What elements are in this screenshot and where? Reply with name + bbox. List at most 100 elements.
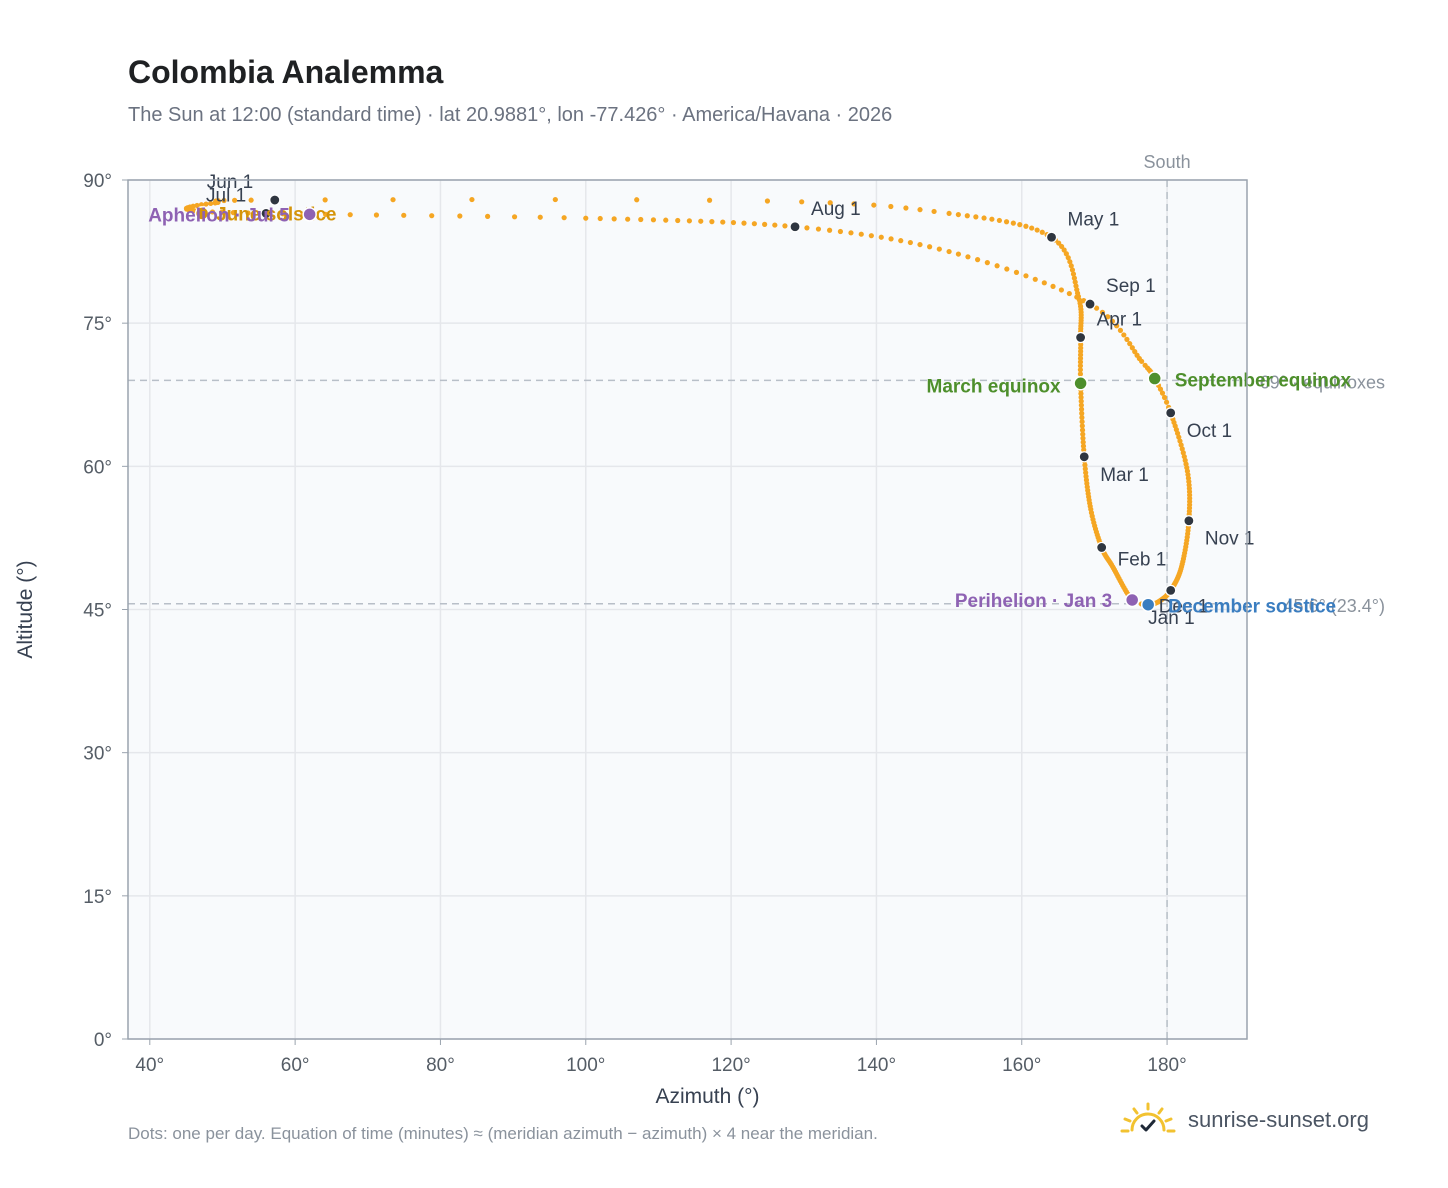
daily-sun-dot xyxy=(1017,222,1023,228)
reference-label-horizontal: 69° · equinoxes xyxy=(1260,372,1385,392)
daily-sun-dot xyxy=(1080,439,1086,445)
reference-label-horizontal: 45.6° (23.4°) xyxy=(1284,596,1385,616)
daily-sun-dot xyxy=(1079,410,1085,416)
daily-sun-dot xyxy=(1066,290,1072,297)
daily-sun-dot xyxy=(537,214,543,220)
daily-sun-dot xyxy=(511,214,518,220)
month-marker-dot xyxy=(1096,541,1108,554)
daily-sun-dot xyxy=(965,254,971,260)
daily-sun-dot xyxy=(1078,394,1084,400)
y-tick-label: 90° xyxy=(83,171,112,192)
daily-sun-dot xyxy=(1163,399,1170,405)
month-label: Aug 1 xyxy=(811,199,861,220)
brand-name[interactable]: sunrise-sunset.org xyxy=(1188,1107,1369,1132)
daily-sun-dot xyxy=(955,251,962,257)
daily-sun-dot xyxy=(1157,386,1164,392)
daily-sun-dot xyxy=(675,217,681,224)
x-axis-label: Azimuth (°) xyxy=(655,1085,759,1108)
y-tick-label: 75° xyxy=(83,314,112,335)
daily-sun-dot xyxy=(1056,240,1062,246)
month-label: Apr 1 xyxy=(1097,309,1142,330)
month-label: Mar 1 xyxy=(1100,465,1149,486)
daily-sun-dot xyxy=(638,216,644,223)
daily-sun-dot xyxy=(219,209,225,215)
daily-sun-dot xyxy=(936,246,942,252)
y-tick-label: 45° xyxy=(83,601,112,622)
daily-sun-dot xyxy=(1079,423,1085,429)
daily-sun-dot xyxy=(322,211,329,217)
x-tick-label: 120° xyxy=(711,1055,750,1076)
daily-sun-dot xyxy=(1078,402,1084,408)
daily-sun-dot xyxy=(706,197,713,203)
month-label: Jun 1 xyxy=(207,172,253,193)
daily-sun-dot xyxy=(772,222,778,228)
daily-sun-dot xyxy=(1023,223,1029,229)
daily-sun-dot xyxy=(858,231,864,237)
event-marker-dot xyxy=(1124,592,1140,608)
daily-sun-dot xyxy=(898,238,904,244)
daily-sun-dot xyxy=(1127,341,1133,347)
daily-sun-dot xyxy=(1129,345,1135,351)
daily-sun-dot xyxy=(837,228,844,235)
daily-sun-dot xyxy=(1093,305,1100,311)
month-marker-dot xyxy=(1183,515,1195,527)
daily-sun-dot xyxy=(799,199,805,205)
month-marker-dot xyxy=(1075,331,1087,344)
daily-sun-dot xyxy=(888,236,894,242)
daily-sun-dot xyxy=(996,217,1002,224)
daily-sun-dot xyxy=(1077,367,1083,373)
daily-sun-dot xyxy=(1080,431,1086,437)
x-tick-label: 100° xyxy=(566,1055,605,1076)
daily-sun-dot xyxy=(429,213,435,219)
daily-sun-dot xyxy=(1124,336,1130,342)
daily-sun-dot xyxy=(1178,442,1184,448)
daily-sun-dot xyxy=(1077,363,1084,369)
daily-sun-dot xyxy=(1159,390,1166,396)
x-tick-label: 40° xyxy=(135,1055,164,1076)
month-marker-dot xyxy=(1078,451,1090,463)
daily-sun-dot xyxy=(1050,283,1056,289)
daily-sun-dot xyxy=(1080,435,1086,441)
daily-sun-dot xyxy=(1013,269,1020,275)
daily-sun-dot xyxy=(401,212,407,218)
month-marker-dot xyxy=(1084,298,1096,310)
y-tick-label: 0° xyxy=(94,1030,112,1051)
daily-sun-dot xyxy=(826,227,833,233)
x-tick-label: 140° xyxy=(857,1055,896,1076)
daily-sun-dot xyxy=(280,211,286,217)
daily-sun-dot xyxy=(1077,371,1084,377)
sun-logo-icon xyxy=(1120,1102,1176,1133)
daily-sun-dot xyxy=(927,244,933,250)
x-tick-label: 60° xyxy=(281,1055,310,1076)
daily-sun-dot xyxy=(1079,414,1085,421)
reference-lines: South 69° · equinoxes 45.6° (23.4°) xyxy=(128,152,1385,1039)
daily-sun-dot xyxy=(1023,273,1029,279)
daily-sun-dot xyxy=(203,201,209,207)
event-marker-dot xyxy=(1140,597,1156,612)
daily-sun-dot xyxy=(1083,470,1089,476)
daily-sun-dot xyxy=(198,202,205,208)
event-label: September equinox xyxy=(1175,371,1352,392)
month-marker-dot xyxy=(1045,231,1058,243)
page-subtitle: The Sun at 12:00 (standard time) · lat 2… xyxy=(128,104,893,126)
daily-sun-dot xyxy=(1059,243,1065,250)
month-label: Jul 1 xyxy=(206,185,246,206)
daily-sun-dot xyxy=(762,221,768,227)
brand[interactable]: sunrise-sunset.org xyxy=(1120,1102,1369,1138)
daily-sun-dot xyxy=(1032,276,1038,282)
daily-sun-dot xyxy=(208,200,214,207)
y-tick-label: 30° xyxy=(83,744,112,765)
daily-sun-dot xyxy=(1039,229,1045,235)
daily-sun-dot xyxy=(347,212,353,218)
daily-sun-dot xyxy=(322,197,328,203)
daily-sun-dot xyxy=(871,202,877,208)
daily-sun-dot xyxy=(1078,398,1084,404)
daily-sun-dot xyxy=(1161,394,1168,401)
daily-sun-dot xyxy=(764,198,771,204)
daily-sun-dot xyxy=(1004,266,1010,272)
event-marker-dot xyxy=(302,207,317,222)
event-label: March equinox xyxy=(927,376,1062,397)
daily-sun-dot xyxy=(903,205,909,211)
daily-sun-dot xyxy=(1082,466,1088,472)
daily-sun-dot xyxy=(1079,419,1085,425)
